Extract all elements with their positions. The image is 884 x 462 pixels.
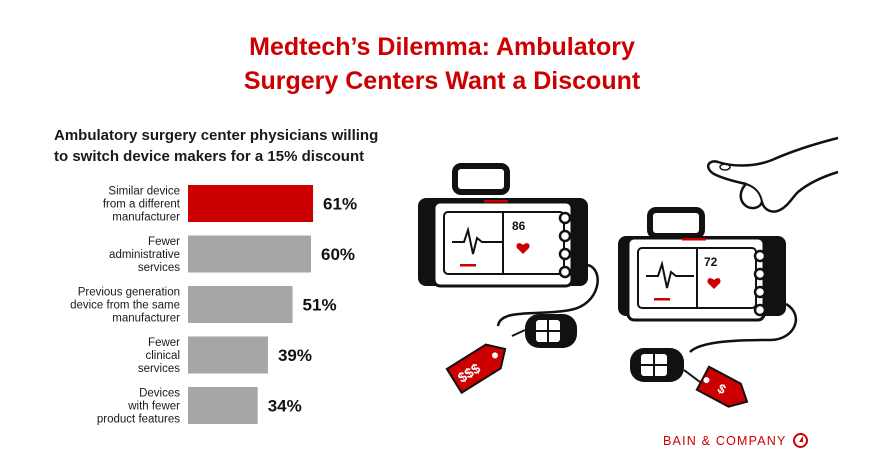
chart-subtitle: Ambulatory surgery center physicians wil… [54,125,414,167]
category-label-line: Fewer [148,337,180,349]
category-label-4: Fewer clinical services [138,337,180,375]
category-label-5: Devices with fewer product features [97,388,180,426]
category-label-line: device from the same [70,300,180,312]
category-label-line: Fewer [148,236,180,248]
value-label-5: 34% [268,397,302,416]
value-label-3: 51% [303,296,337,315]
category-label-line: Devices [139,388,180,400]
category-label-1: Similar device from a different manufactur… [103,186,181,224]
category-label-line: manufacturer [112,313,180,325]
category-label-line: Similar device [108,186,180,198]
subtitle-line-2: to switch device makers for a 15% discou… [54,148,365,165]
bar-1 [188,185,314,222]
patient-monitor-icon: 72 [618,207,786,322]
title-line-2: Surgery Centers Want a Discount [243,67,641,95]
category-label-line: services [138,262,180,274]
subtitle-line-1: Ambulatory surgery center physicians wil… [54,127,379,144]
price-tag-icon: $ [695,365,749,408]
value-label-4: 39% [278,346,312,365]
bain-logo-icon [792,433,808,448]
bar-2 [188,235,311,273]
monitor-right-readout: 72 [704,255,718,269]
brand-name: BAIN & COMPANY [663,433,787,448]
bar-3 [188,286,293,323]
category-label-line: product features [97,414,180,426]
patient-monitor-icon: 86 [418,163,588,288]
bar-chart: 61%Similar device from a different manufac… [70,185,357,426]
category-label-line: from a different [103,199,181,211]
category-label-2: Fewer administrative services [109,236,180,274]
value-label-1: 61% [323,195,357,214]
chart-title: Medtech’s Dilemma: Ambulatory Surgery Ce… [0,30,884,98]
bar-5 [188,387,258,424]
category-label-line: manufacturer [112,212,180,224]
sensor-cuff-icon [525,314,577,348]
title-line-1: Medtech’s Dilemma: Ambulatory [249,33,635,61]
category-label-line: with fewer [127,401,180,413]
value-label-2: 60% [321,245,355,264]
category-label-line: clinical [145,350,180,362]
sensor-cuff-icon [630,348,684,382]
hand-pointing-icon [706,136,839,213]
bar-4 [188,336,268,374]
price-tag-icon: $$$ [445,343,507,395]
category-label-line: administrative [109,249,180,261]
illustration: 86 $$$ 72 [418,136,839,408]
monitor-left-readout: 86 [512,219,526,233]
category-label-line: services [138,363,180,375]
category-label-line: Previous generation [78,287,180,299]
brand-logo: BAIN & COMPANY [663,433,808,448]
category-label-3: Previous generation device from the same m… [70,287,180,325]
